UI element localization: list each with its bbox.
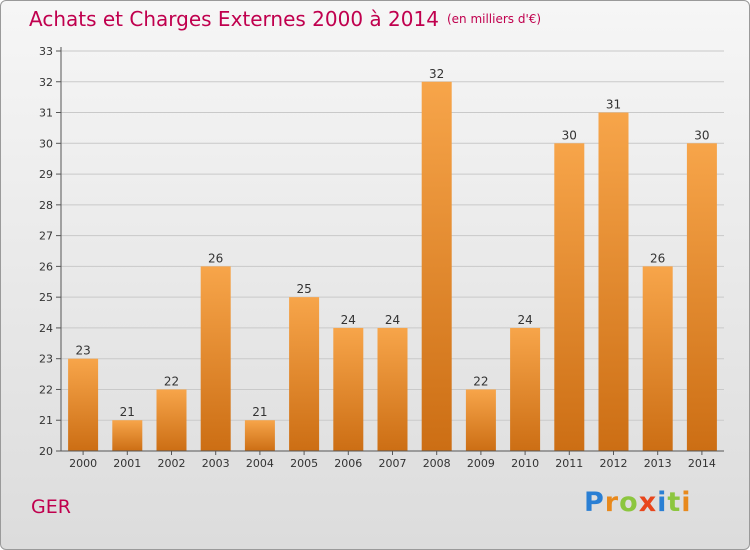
logo-letter: r xyxy=(604,487,620,518)
y-tick-label: 21 xyxy=(39,414,53,427)
bar-2002 xyxy=(156,389,187,451)
data-label-2010: 24 xyxy=(517,313,532,327)
data-label-2008: 32 xyxy=(429,67,444,81)
bar-2008 xyxy=(421,81,452,452)
y-tick-label: 28 xyxy=(39,199,53,212)
bar-2004 xyxy=(244,420,275,451)
logo-letter: i xyxy=(681,487,692,518)
y-tick-label: 31 xyxy=(39,107,53,120)
x-tick-label-2007: 2007 xyxy=(379,457,407,470)
chart-title: Achats et Charges Externes 2000 à 2014 (e… xyxy=(29,7,541,31)
logo-letter: i xyxy=(657,487,668,518)
bar-2000 xyxy=(68,358,99,451)
x-tick-label-2003: 2003 xyxy=(202,457,230,470)
data-label-2011: 30 xyxy=(562,128,577,142)
x-tick-label-2013: 2013 xyxy=(644,457,672,470)
y-tick-label: 20 xyxy=(39,445,53,458)
data-label-2000: 23 xyxy=(75,344,90,358)
data-label-2012: 31 xyxy=(606,98,621,112)
labels: 23 21 22 26 21 25 24 24 32 22 24 30 31 26 30 xyxy=(75,67,709,419)
y-tick-label: 32 xyxy=(39,76,53,89)
y-tick-label: 27 xyxy=(39,230,53,243)
y-tick-label: 22 xyxy=(39,383,53,396)
x-tick-label-2011: 2011 xyxy=(555,457,583,470)
x-tick-label-2014: 2014 xyxy=(688,457,716,470)
axes: 20 21 22 23 24 25 26 27 28 29 30 31 32 33 2000 2001 2002… xyxy=(39,45,724,470)
data-label-2001: 21 xyxy=(120,405,135,419)
data-label-2009: 22 xyxy=(473,374,488,388)
y-tick-label: 25 xyxy=(39,291,53,304)
bar-2013 xyxy=(642,266,673,451)
chart-title-text: Achats et Charges Externes 2000 à 2014 xyxy=(29,7,439,31)
bars xyxy=(68,81,717,452)
y-tick-label: 29 xyxy=(39,168,53,181)
bar-2006 xyxy=(333,327,364,451)
bar-2009 xyxy=(465,389,496,451)
chart-subtitle: (en milliers d'€) xyxy=(446,12,542,26)
data-label-2004: 21 xyxy=(252,405,267,419)
place-name: GER xyxy=(31,496,71,518)
logo-letter: t xyxy=(667,487,682,518)
x-tick-label-2002: 2002 xyxy=(158,457,186,470)
data-label-2013: 26 xyxy=(650,251,665,265)
bar-2005 xyxy=(289,297,320,451)
data-label-2014: 30 xyxy=(694,128,709,142)
logo-letter: P xyxy=(584,487,605,518)
logo-letter: x xyxy=(638,487,658,518)
data-label-2006: 24 xyxy=(341,313,356,327)
x-tick-label-2009: 2009 xyxy=(467,457,495,470)
x-tick-label-2006: 2006 xyxy=(334,457,362,470)
logo-letter: o xyxy=(619,487,639,518)
bar-2014 xyxy=(686,143,717,452)
y-tick-label: 30 xyxy=(39,137,53,150)
data-label-2003: 26 xyxy=(208,251,223,265)
data-label-2007: 24 xyxy=(385,313,400,327)
bar-2011 xyxy=(554,143,585,452)
y-tick-label: 23 xyxy=(39,353,53,366)
data-label-2002: 22 xyxy=(164,374,179,388)
bar-2007 xyxy=(377,327,408,451)
x-tick-label-2005: 2005 xyxy=(290,457,318,470)
y-tick-label: 33 xyxy=(39,45,53,58)
proxiti-logo: Proxiti xyxy=(584,487,692,518)
bar-2003 xyxy=(200,266,231,451)
y-tick-label: 26 xyxy=(39,260,53,273)
bar-2001 xyxy=(112,420,143,451)
x-tick-label-2000: 2000 xyxy=(69,457,97,470)
x-tick-label-2008: 2008 xyxy=(423,457,451,470)
y-tick-label: 24 xyxy=(39,322,53,335)
x-tick-label-2001: 2001 xyxy=(113,457,141,470)
x-tick-label-2012: 2012 xyxy=(600,457,628,470)
x-tick-label-2004: 2004 xyxy=(246,457,274,470)
bar-2012 xyxy=(598,112,629,452)
bar-2010 xyxy=(510,327,541,451)
x-tick-label-2010: 2010 xyxy=(511,457,539,470)
data-label-2005: 25 xyxy=(296,282,311,296)
